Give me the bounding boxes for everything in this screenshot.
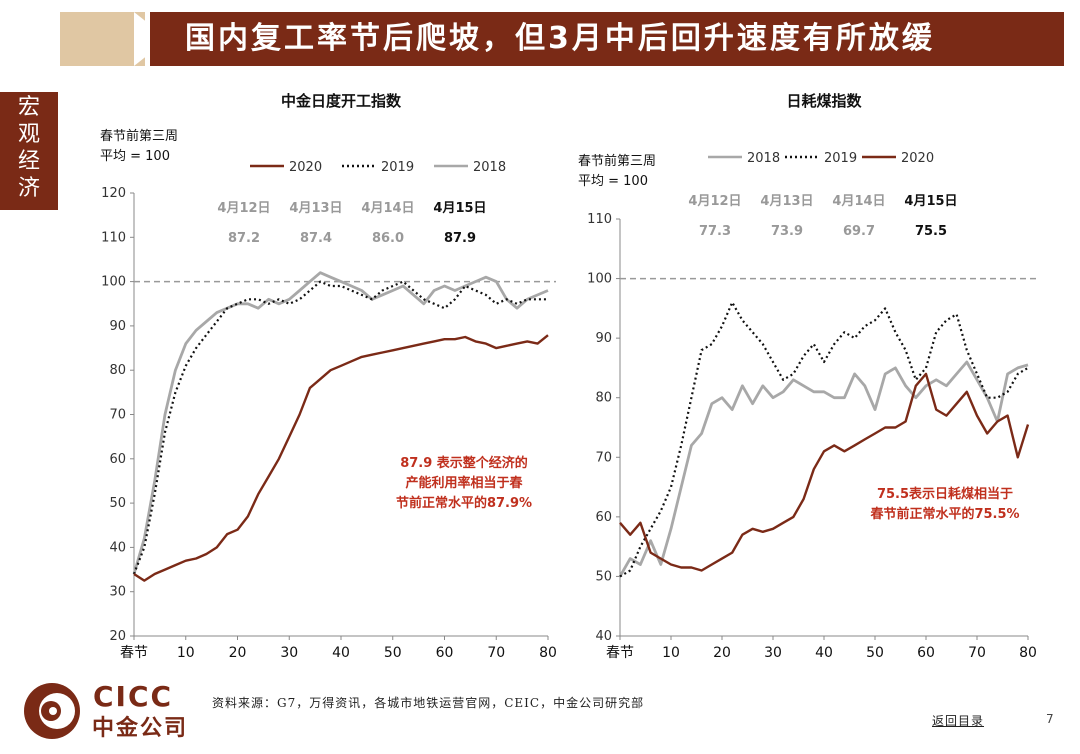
annotation-text: 春节前正常水平的75.5%	[869, 506, 1019, 522]
y-tick-label: 40	[595, 629, 612, 644]
x-tick-label: 10	[662, 645, 680, 661]
y-tick-label: 110	[587, 212, 612, 227]
x-tick-label: 50	[384, 645, 402, 661]
title-banner	[150, 12, 1064, 66]
y-axis-label: 春节前第三周	[100, 128, 178, 144]
banner-tab-decoration	[60, 12, 145, 66]
source-note: 资料来源：G7，万得资讯，各城市地铁运营官网，CEIC，中金公司研究部	[212, 696, 645, 710]
reading-date: 4月15日	[904, 194, 957, 209]
series-2020-line	[133, 334, 549, 582]
x-tick-label: 春节	[606, 645, 634, 661]
reading-date: 4月13日	[760, 194, 813, 209]
x-tick-label: 春节	[120, 645, 148, 661]
reading-value: 87.9	[444, 231, 476, 246]
y-tick-label: 120	[101, 186, 126, 201]
x-tick-label: 30	[764, 645, 782, 661]
legend-label-2019: 2019	[381, 160, 414, 175]
y-axis-label: 平均 = 100	[578, 174, 648, 189]
legend-label-2020: 2020	[289, 160, 322, 175]
x-tick-label: 80	[539, 645, 557, 661]
x-tick-label: 60	[917, 645, 935, 661]
annotation-text: 产能利用率相当于春	[405, 475, 523, 491]
y-tick-label: 50	[109, 496, 126, 511]
reading-date: 4月12日	[688, 194, 741, 209]
x-tick-label: 10	[177, 645, 195, 661]
chart-title: 中金日度开工指数	[281, 92, 402, 110]
annotation-text: 节前正常水平的87.9%	[396, 495, 532, 511]
reading-value: 73.9	[771, 224, 803, 239]
y-tick-label: 60	[109, 452, 126, 467]
back-to-contents-link[interactable]: 返回目录	[932, 714, 985, 728]
reading-value: 87.4	[300, 231, 332, 246]
series-2020-line	[619, 372, 1030, 572]
x-tick-label: 70	[487, 645, 505, 661]
x-tick-label: 60	[436, 645, 454, 661]
y-tick-label: 70	[595, 450, 612, 465]
annotation-text: 75.5表示日耗煤相当于	[877, 486, 1013, 502]
y-tick-label: 60	[595, 510, 612, 525]
y-tick-label: 90	[595, 331, 612, 346]
reading-date: 4月15日	[433, 201, 486, 216]
cicc-logo-icon	[24, 683, 80, 739]
legend-label-2019: 2019	[824, 151, 857, 166]
annotation-text: 87.9 表示整个经济的	[400, 455, 528, 471]
legend-label-2018: 2018	[473, 160, 506, 175]
slide-title: 国内复工率节后爬坡，但3月中后回升速度有所放缓	[185, 21, 935, 56]
y-tick-label: 70	[109, 408, 126, 423]
y-tick-label: 100	[587, 272, 612, 287]
y-tick-label: 80	[109, 363, 126, 378]
reading-date: 4月13日	[289, 201, 342, 216]
reading-value: 69.7	[843, 224, 875, 239]
reading-value: 77.3	[699, 224, 731, 239]
logo-text-cn: 中金公司	[92, 716, 189, 741]
logo-text-en: CICC	[93, 680, 174, 713]
reading-value: 87.2	[228, 231, 260, 246]
y-tick-label: 90	[109, 319, 126, 334]
x-tick-label: 70	[968, 645, 986, 661]
y-tick-label: 50	[595, 569, 612, 584]
series-2018-line	[132, 271, 549, 575]
x-tick-label: 80	[1019, 645, 1037, 661]
legend-label-2018: 2018	[747, 151, 780, 166]
x-tick-label: 40	[815, 645, 833, 661]
section-tab	[0, 92, 58, 210]
page-number: 7	[1046, 712, 1054, 726]
series-2019-line	[619, 301, 1029, 578]
legend-label-2020: 2020	[901, 151, 934, 166]
y-axis-label: 春节前第三周	[578, 153, 656, 169]
x-tick-label: 50	[866, 645, 884, 661]
x-tick-label: 30	[280, 645, 298, 661]
y-tick-label: 100	[101, 275, 126, 290]
reading-date: 4月14日	[361, 201, 414, 216]
y-tick-label: 20	[109, 629, 126, 644]
y-tick-label: 110	[101, 230, 126, 245]
reading-date: 4月14日	[832, 194, 885, 209]
x-tick-label: 20	[713, 645, 731, 661]
y-axis-label: 平均 = 100	[100, 149, 170, 164]
reading-value: 86.0	[372, 231, 404, 246]
x-tick-label: 40	[332, 645, 350, 661]
series-2019-line	[132, 280, 548, 575]
reading-value: 75.5	[915, 224, 947, 239]
series-2018-line	[618, 360, 1029, 578]
y-tick-label: 30	[109, 585, 126, 600]
reading-date: 4月12日	[217, 201, 270, 216]
section-tab-label: 宏观经济	[17, 95, 40, 201]
chart-title: 日耗煤指数	[786, 92, 862, 110]
y-tick-label: 80	[595, 391, 612, 406]
y-tick-label: 40	[109, 540, 126, 555]
x-tick-label: 20	[229, 645, 247, 661]
